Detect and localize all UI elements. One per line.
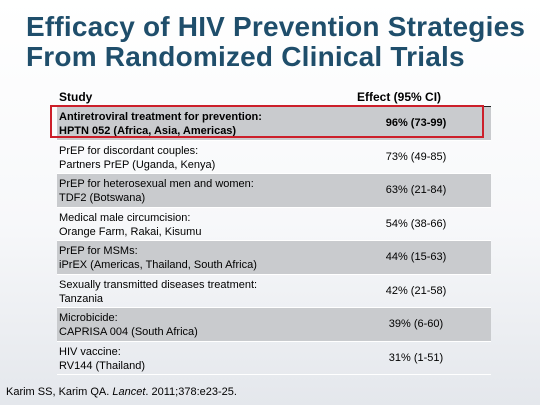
- table-row: Antiretroviral treatment for prevention:…: [57, 107, 491, 141]
- study-cell: HIV vaccine: RV144 (Thailand): [59, 345, 349, 373]
- study-category: PrEP for discordant couples:: [59, 144, 199, 157]
- study-cell: PrEP for discordant couples: Partners Pr…: [59, 144, 349, 172]
- highlight-box: [50, 105, 484, 138]
- study-name: HPTN 052 (Africa, Asia, Americas): [59, 125, 237, 137]
- effect-cell: 31% (1-51): [388, 351, 444, 364]
- study-category: Antiretroviral treatment for prevention:: [59, 111, 262, 123]
- effect-cell: 44% (15-63): [385, 251, 447, 263]
- title-line-2: From Randomized Clinical Trials: [26, 41, 465, 72]
- study-name: Partners PrEP (Uganda, Kenya): [59, 158, 216, 171]
- study-cell: Antiretroviral treatment for prevention:…: [59, 110, 349, 138]
- effect-cell: 54% (38-66): [385, 217, 447, 230]
- citation-details: . 2011;378:e23-25.: [145, 386, 237, 398]
- study-category: Sexually transmitted diseases treatment:: [59, 278, 258, 291]
- effect-cell: 63% (21-84): [385, 184, 447, 196]
- title-line-1: Efficacy of HIV Prevention Strategies: [26, 11, 526, 42]
- study-cell: Medical male circumcision: Orange Farm, …: [59, 211, 349, 239]
- effect-cell: 73% (49-85): [385, 150, 447, 163]
- study-cell: Sexually transmitted diseases treatment:…: [59, 278, 349, 306]
- header-study: Study: [59, 90, 93, 104]
- study-category: Microbicide:: [59, 312, 118, 324]
- table-row: PrEP for discordant couples: Partners Pr…: [57, 141, 491, 174]
- efficacy-table: Study Effect (95% CI) Antiretroviral tre…: [57, 88, 491, 375]
- citation-authors: Karim SS, Karim QA.: [6, 386, 113, 398]
- study-name: Orange Farm, Rakai, Kisumu: [59, 225, 202, 238]
- table-row: Microbicide: CAPRISA 004 (South Africa) …: [57, 308, 491, 342]
- table-row: PrEP for heterosexual men and women: TDF…: [57, 174, 491, 208]
- slide-title: Efficacy of HIV Prevention Strategies Fr…: [26, 12, 526, 72]
- study-category: PrEP for heterosexual men and women:: [59, 178, 254, 190]
- study-name: iPrEX (Americas, Thailand, South Africa): [59, 259, 257, 271]
- header-effect: Effect (95% CI): [357, 90, 442, 104]
- study-cell: Microbicide: CAPRISA 004 (South Africa): [59, 311, 349, 339]
- study-cell: PrEP for heterosexual men and women: TDF…: [59, 177, 349, 205]
- study-cell: PrEP for MSMs: iPrEX (Americas, Thailand…: [59, 244, 349, 272]
- study-category: Medical male circumcision:: [59, 211, 191, 224]
- study-category: PrEP for MSMs:: [59, 245, 138, 257]
- citation-journal: Lancet: [112, 386, 146, 398]
- table-row: Sexually transmitted diseases treatment:…: [57, 275, 491, 308]
- study-name: CAPRISA 004 (South Africa): [59, 326, 198, 338]
- table-row: Medical male circumcision: Orange Farm, …: [57, 208, 491, 241]
- study-category: HIV vaccine:: [59, 345, 121, 358]
- effect-cell: 42% (21-58): [385, 284, 447, 297]
- table-row: PrEP for MSMs: iPrEX (Americas, Thailand…: [57, 241, 491, 275]
- study-name: RV144 (Thailand): [59, 359, 146, 372]
- study-name: Tanzania: [59, 292, 104, 305]
- table-row: HIV vaccine: RV144 (Thailand) 31% (1-51): [57, 342, 491, 375]
- effect-cell: 39% (6-60): [388, 318, 444, 330]
- effect-cell: 96% (73-99): [385, 117, 447, 129]
- study-name: TDF2 (Botswana): [59, 192, 146, 204]
- citation: Karim SS, Karim QA. Lancet. 2011;378:e23…: [6, 386, 237, 398]
